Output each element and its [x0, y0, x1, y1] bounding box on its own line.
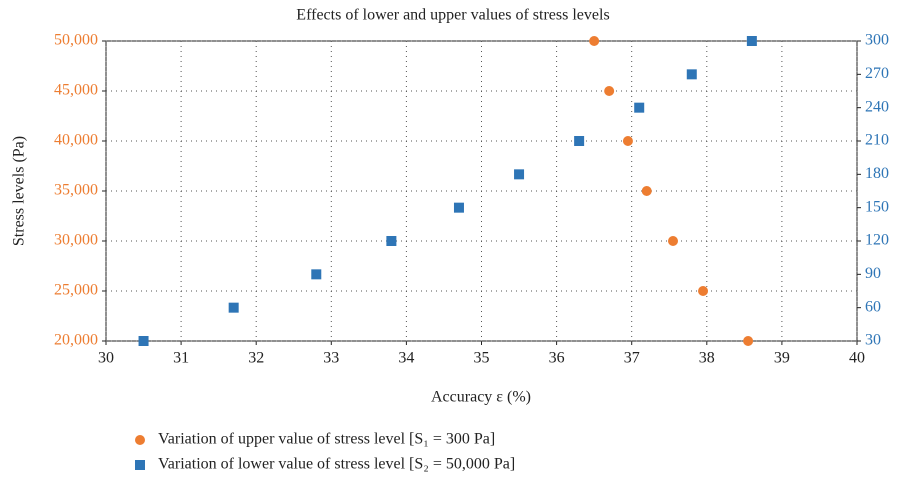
x-tick-label: 32	[248, 350, 264, 367]
x-tick-label: 37	[624, 350, 640, 367]
point	[622, 136, 633, 146]
y2-tick-label: 270	[865, 65, 889, 82]
y-tick-label: 50,000	[54, 32, 98, 49]
x-tick-label: 38	[699, 350, 715, 367]
y2-tick-label: 300	[865, 32, 889, 49]
legend-marker	[135, 460, 145, 470]
point	[574, 136, 585, 146]
legend-label: Variation of lower value of stress level…	[158, 456, 515, 473]
y2-tick-label: 240	[865, 98, 889, 115]
point	[746, 36, 757, 46]
y2-tick-label: 120	[865, 232, 889, 249]
y2-tick-label: 30	[865, 332, 881, 349]
x-tick-label: 31	[173, 350, 189, 367]
y-tick-label: 40,000	[54, 132, 98, 149]
x-tick-label: 35	[474, 350, 490, 367]
y2-tick-label: 150	[865, 198, 889, 215]
x-tick-label: 33	[323, 350, 339, 367]
point	[589, 36, 600, 46]
point	[634, 102, 645, 113]
point	[698, 286, 709, 296]
x-tick-label: 39	[774, 350, 790, 367]
point	[604, 86, 615, 96]
y2-tick-label: 180	[865, 165, 889, 182]
y-axis-label: Stress levels (Pa)	[11, 136, 28, 246]
point	[453, 202, 464, 213]
legend-label: Variation of upper value of stress level…	[158, 431, 495, 448]
y2-tick-label: 90	[865, 265, 881, 282]
x-tick-label: 30	[98, 350, 114, 367]
point	[311, 269, 322, 280]
chart-title: Effects of lower and upper values of str…	[296, 7, 609, 24]
y2-tick-label: 60	[865, 298, 881, 315]
x-tick-label: 40	[849, 350, 865, 367]
y2-tick-label: 210	[865, 132, 889, 149]
y-tick-label: 45,000	[54, 82, 98, 99]
legend-marker	[135, 435, 145, 445]
point	[386, 236, 397, 246]
y-tick-label: 35,000	[54, 182, 98, 199]
point	[641, 186, 652, 196]
x-tick-label: 34	[398, 350, 414, 367]
y-tick-label: 20,000	[54, 332, 98, 349]
y-tick-label: 30,000	[54, 232, 98, 249]
x-tick-label: 36	[549, 350, 565, 367]
point	[514, 169, 525, 180]
point	[138, 336, 149, 346]
point	[743, 336, 754, 346]
x-axis-label: Accuracy ε (%)	[431, 389, 531, 406]
point	[228, 302, 239, 313]
y-tick-label: 25,000	[54, 282, 98, 299]
point	[668, 236, 679, 246]
point	[686, 69, 697, 80]
